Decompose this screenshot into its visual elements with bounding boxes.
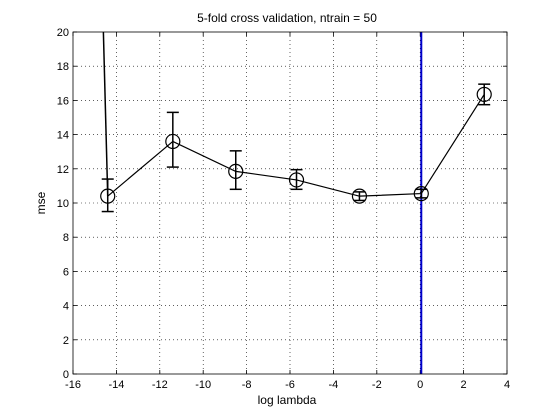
x-tick-label: -8 xyxy=(242,379,252,391)
plot-frame xyxy=(72,31,508,375)
x-tick-label: -14 xyxy=(108,379,124,391)
plot-area: -16 -14 -12 -10 -8 -6 -4 -2 0 2 4 0 2 4 6 8 10 12 14 16 18 20 xyxy=(57,27,510,391)
x-tick-label: -4 xyxy=(329,379,339,391)
y-tick-label: 20 xyxy=(57,27,69,39)
y-tick-label: 16 xyxy=(57,95,69,107)
x-tick-label: -12 xyxy=(152,379,168,391)
data-point-marker xyxy=(165,133,181,150)
y-tick-label: 10 xyxy=(57,198,69,210)
x-tick-label: -6 xyxy=(285,379,295,391)
data-point-marker xyxy=(100,188,116,204)
chart-title: 5-fold cross validation, ntrain = 50 xyxy=(197,11,377,25)
y-tick-label: 6 xyxy=(63,266,69,278)
x-tick-label: 2 xyxy=(461,379,467,391)
data-point-marker xyxy=(288,172,305,188)
y-tick-label: 12 xyxy=(57,164,69,176)
x-tick-label: -2 xyxy=(372,379,382,391)
y-tick-label: 2 xyxy=(63,335,69,347)
x-tick-label: 0 xyxy=(417,379,423,391)
data-point-marker xyxy=(413,185,429,202)
offscale-segment xyxy=(102,31,109,197)
x-tick-label: 4 xyxy=(504,379,510,391)
y-tick-label: 4 xyxy=(63,301,69,313)
y-axis-label: mse xyxy=(34,191,48,214)
data-point-marker xyxy=(476,86,492,103)
data-point-marker xyxy=(228,163,244,179)
y-tick-label: 14 xyxy=(57,130,69,142)
y-tick-label: 18 xyxy=(57,61,69,73)
x-axis-label: log lambda xyxy=(258,393,317,407)
x-tick-label: -16 xyxy=(65,379,81,391)
y-tick-label: 8 xyxy=(63,232,69,244)
x-tick-label: -10 xyxy=(195,379,211,391)
y-tick-label: 0 xyxy=(63,369,69,381)
data-point-marker xyxy=(351,188,368,204)
